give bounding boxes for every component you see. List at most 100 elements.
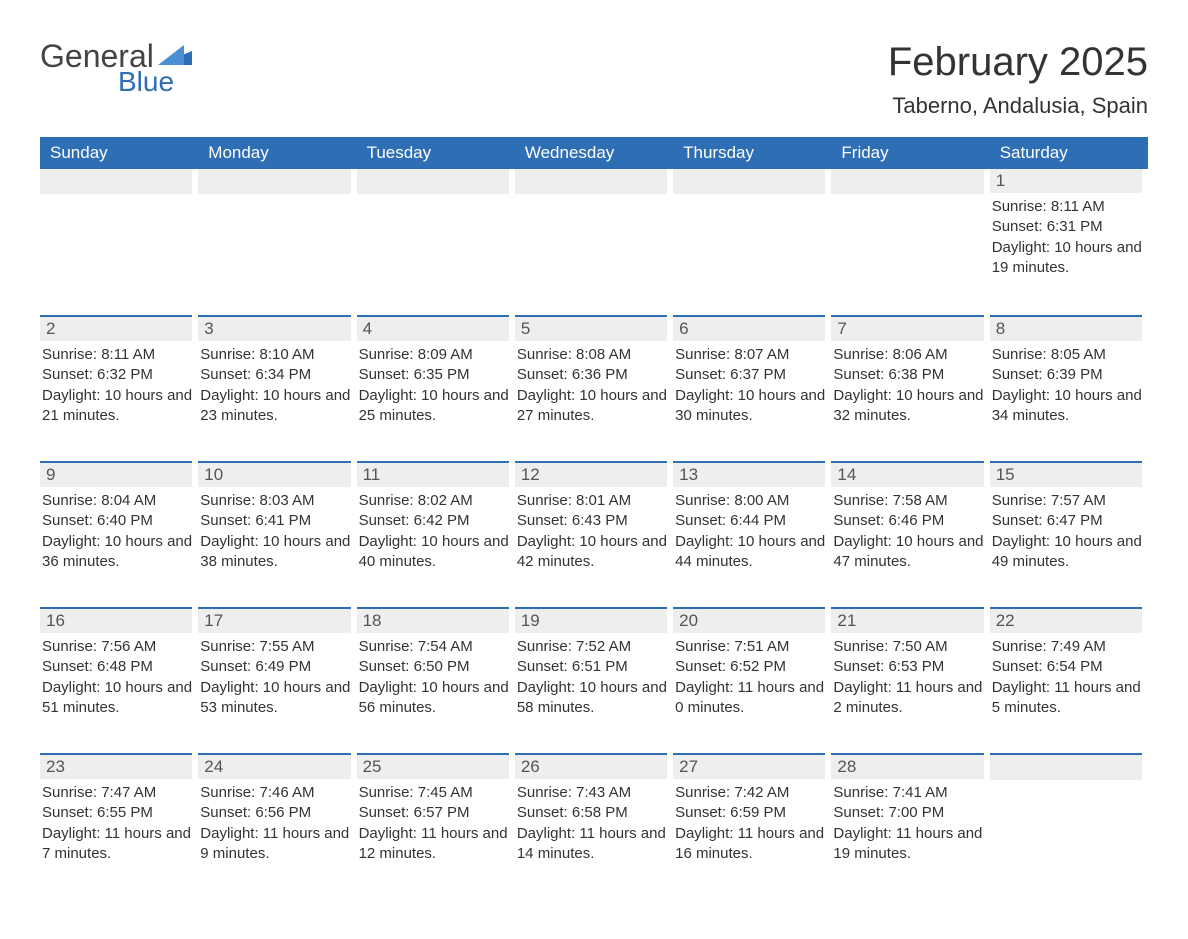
day-details: Sunrise: 7:56 AMSunset: 6:48 PMDaylight:… bbox=[40, 637, 192, 718]
day-header: Saturday bbox=[990, 137, 1148, 169]
calendar-cell: 9 Sunrise: 8:04 AMSunset: 6:40 PMDaylight… bbox=[40, 461, 198, 607]
day-details: Sunrise: 7:57 AMSunset: 6:47 PMDaylight:… bbox=[990, 491, 1142, 572]
day-details: Sunrise: 7:42 AMSunset: 6:59 PMDaylight:… bbox=[673, 783, 825, 864]
day-number: 18 bbox=[357, 607, 509, 633]
day-number: 10 bbox=[198, 461, 350, 487]
day-details: Sunrise: 7:41 AMSunset: 7:00 PMDaylight:… bbox=[831, 783, 983, 864]
calendar-cell: 1 Sunrise: 8:11 AMSunset: 6:31 PMDaylight… bbox=[990, 169, 1148, 315]
calendar-cell bbox=[673, 169, 831, 315]
calendar-week: 1 Sunrise: 8:11 AMSunset: 6:31 PMDaylight… bbox=[40, 169, 1148, 315]
day-header-row: SundayMondayTuesdayWednesdayThursdayFrid… bbox=[40, 137, 1148, 169]
day-number: 25 bbox=[357, 753, 509, 779]
day-number: 23 bbox=[40, 753, 192, 779]
calendar-cell bbox=[990, 753, 1148, 899]
calendar-cell: 16 Sunrise: 7:56 AMSunset: 6:48 PMDayligh… bbox=[40, 607, 198, 753]
empty-day bbox=[198, 169, 350, 194]
day-header: Sunday bbox=[40, 137, 198, 169]
day-details: Sunrise: 7:52 AMSunset: 6:51 PMDaylight:… bbox=[515, 637, 667, 718]
day-details: Sunrise: 8:09 AMSunset: 6:35 PMDaylight:… bbox=[357, 345, 509, 426]
calendar-week: 23Sunrise: 7:47 AMSunset: 6:55 PMDayligh… bbox=[40, 753, 1148, 899]
calendar-cell: 22 Sunrise: 7:49 AMSunset: 6:54 PMDayligh… bbox=[990, 607, 1148, 753]
calendar-cell: 5 Sunrise: 8:08 AMSunset: 6:36 PMDaylight… bbox=[515, 315, 673, 461]
day-number: 15 bbox=[990, 461, 1142, 487]
day-number: 16 bbox=[40, 607, 192, 633]
day-number: 2 bbox=[40, 315, 192, 341]
calendar-cell: 21 Sunrise: 7:50 AMSunset: 6:53 PMDayligh… bbox=[831, 607, 989, 753]
calendar-cell: 11 Sunrise: 8:02 AMSunset: 6:42 PMDayligh… bbox=[357, 461, 515, 607]
header: General Blue February 2025 Taberno, Anda… bbox=[40, 40, 1148, 119]
empty-day bbox=[515, 169, 667, 194]
empty-day bbox=[990, 753, 1142, 780]
day-details: Sunrise: 7:46 AMSunset: 6:56 PMDaylight:… bbox=[198, 783, 350, 864]
calendar-cell: 14 Sunrise: 7:58 AMSunset: 6:46 PMDayligh… bbox=[831, 461, 989, 607]
day-number: 1 bbox=[990, 169, 1142, 193]
empty-day bbox=[673, 169, 825, 194]
day-header: Tuesday bbox=[357, 137, 515, 169]
calendar-cell: 4 Sunrise: 8:09 AMSunset: 6:35 PMDaylight… bbox=[357, 315, 515, 461]
day-details: Sunrise: 8:00 AMSunset: 6:44 PMDaylight:… bbox=[673, 491, 825, 572]
calendar-cell bbox=[831, 169, 989, 315]
day-number: 11 bbox=[357, 461, 509, 487]
day-header: Thursday bbox=[673, 137, 831, 169]
day-details: Sunrise: 7:45 AMSunset: 6:57 PMDaylight:… bbox=[357, 783, 509, 864]
calendar-cell: 8 Sunrise: 8:05 AMSunset: 6:39 PMDaylight… bbox=[990, 315, 1148, 461]
day-details: Sunrise: 8:08 AMSunset: 6:36 PMDaylight:… bbox=[515, 345, 667, 426]
day-details: Sunrise: 8:11 AMSunset: 6:31 PMDaylight:… bbox=[990, 197, 1142, 278]
day-number: 12 bbox=[515, 461, 667, 487]
day-number: 14 bbox=[831, 461, 983, 487]
calendar-cell: 19 Sunrise: 7:52 AMSunset: 6:51 PMDayligh… bbox=[515, 607, 673, 753]
calendar-cell: 23Sunrise: 7:47 AMSunset: 6:55 PMDayligh… bbox=[40, 753, 198, 899]
calendar-cell: 3Sunrise: 8:10 AMSunset: 6:34 PMDaylight… bbox=[198, 315, 356, 461]
day-number: 17 bbox=[198, 607, 350, 633]
calendar-cell: 7 Sunrise: 8:06 AMSunset: 6:38 PMDaylight… bbox=[831, 315, 989, 461]
location: Taberno, Andalusia, Spain bbox=[888, 93, 1148, 119]
title-block: February 2025 Taberno, Andalusia, Spain bbox=[888, 40, 1148, 119]
day-details: Sunrise: 7:55 AMSunset: 6:49 PMDaylight:… bbox=[198, 637, 350, 718]
calendar-cell: 24 Sunrise: 7:46 AMSunset: 6:56 PMDayligh… bbox=[198, 753, 356, 899]
day-number: 24 bbox=[198, 753, 350, 779]
day-details: Sunrise: 7:58 AMSunset: 6:46 PMDaylight:… bbox=[831, 491, 983, 572]
day-details: Sunrise: 7:54 AMSunset: 6:50 PMDaylight:… bbox=[357, 637, 509, 718]
day-details: Sunrise: 7:50 AMSunset: 6:53 PMDaylight:… bbox=[831, 637, 983, 718]
day-details: Sunrise: 8:04 AMSunset: 6:40 PMDaylight:… bbox=[40, 491, 192, 572]
day-number: 21 bbox=[831, 607, 983, 633]
day-details: Sunrise: 8:05 AMSunset: 6:39 PMDaylight:… bbox=[990, 345, 1142, 426]
calendar-cell: 18 Sunrise: 7:54 AMSunset: 6:50 PMDayligh… bbox=[357, 607, 515, 753]
day-number: 4 bbox=[357, 315, 509, 341]
day-header: Friday bbox=[831, 137, 989, 169]
day-number: 22 bbox=[990, 607, 1142, 633]
logo-blue-text: Blue bbox=[118, 68, 192, 96]
day-number: 27 bbox=[673, 753, 825, 779]
calendar-cell: 2 Sunrise: 8:11 AMSunset: 6:32 PMDaylight… bbox=[40, 315, 198, 461]
calendar-cell: 25 Sunrise: 7:45 AMSunset: 6:57 PMDayligh… bbox=[357, 753, 515, 899]
day-number: 19 bbox=[515, 607, 667, 633]
day-details: Sunrise: 7:49 AMSunset: 6:54 PMDaylight:… bbox=[990, 637, 1142, 718]
calendar-cell bbox=[515, 169, 673, 315]
month-title: February 2025 bbox=[888, 40, 1148, 85]
day-number: 9 bbox=[40, 461, 192, 487]
calendar-cell bbox=[198, 169, 356, 315]
calendar-cell: 10 Sunrise: 8:03 AMSunset: 6:41 PMDayligh… bbox=[198, 461, 356, 607]
day-details: Sunrise: 8:02 AMSunset: 6:42 PMDaylight:… bbox=[357, 491, 509, 572]
day-number: 28 bbox=[831, 753, 983, 779]
day-details: Sunrise: 8:03 AMSunset: 6:41 PMDaylight:… bbox=[198, 491, 350, 572]
calendar-cell: 26Sunrise: 7:43 AMSunset: 6:58 PMDayligh… bbox=[515, 753, 673, 899]
day-number: 13 bbox=[673, 461, 825, 487]
day-number: 8 bbox=[990, 315, 1142, 341]
empty-day bbox=[831, 169, 983, 194]
day-details: Sunrise: 8:06 AMSunset: 6:38 PMDaylight:… bbox=[831, 345, 983, 426]
day-details: Sunrise: 8:10 AMSunset: 6:34 PMDaylight:… bbox=[198, 345, 350, 426]
day-number: 5 bbox=[515, 315, 667, 341]
day-details: Sunrise: 8:11 AMSunset: 6:32 PMDaylight:… bbox=[40, 345, 192, 426]
day-number: 7 bbox=[831, 315, 983, 341]
calendar-cell: 15 Sunrise: 7:57 AMSunset: 6:47 PMDayligh… bbox=[990, 461, 1148, 607]
calendar-cell: 27 Sunrise: 7:42 AMSunset: 6:59 PMDayligh… bbox=[673, 753, 831, 899]
calendar-cell: 28 Sunrise: 7:41 AMSunset: 7:00 PMDayligh… bbox=[831, 753, 989, 899]
day-details: Sunrise: 8:01 AMSunset: 6:43 PMDaylight:… bbox=[515, 491, 667, 572]
calendar-table: SundayMondayTuesdayWednesdayThursdayFrid… bbox=[40, 137, 1148, 899]
day-details: Sunrise: 8:07 AMSunset: 6:37 PMDaylight:… bbox=[673, 345, 825, 426]
calendar-cell: 13 Sunrise: 8:00 AMSunset: 6:44 PMDayligh… bbox=[673, 461, 831, 607]
day-header: Monday bbox=[198, 137, 356, 169]
day-number: 20 bbox=[673, 607, 825, 633]
calendar-week: 16 Sunrise: 7:56 AMSunset: 6:48 PMDayligh… bbox=[40, 607, 1148, 753]
